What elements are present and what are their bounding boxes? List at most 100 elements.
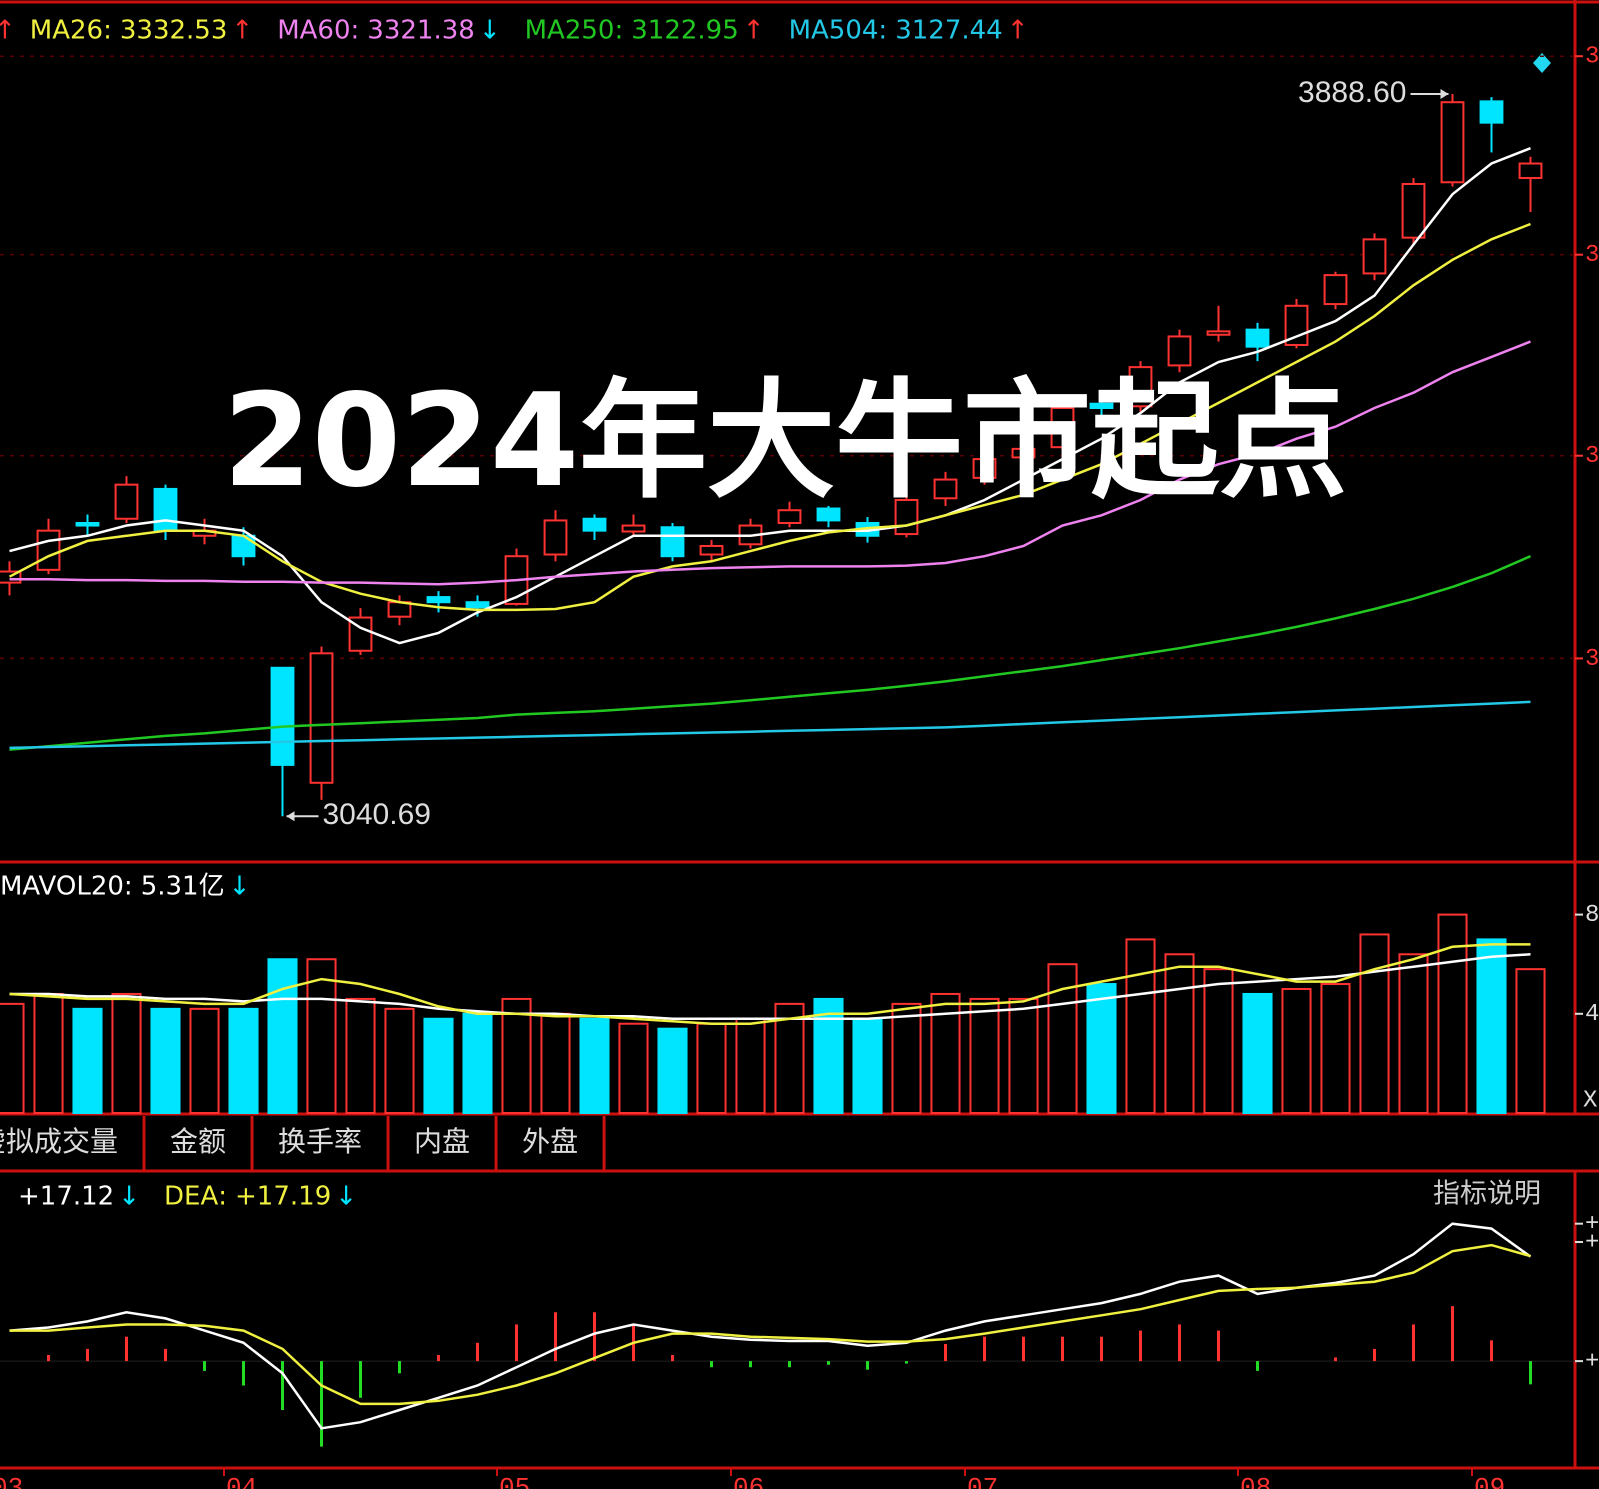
volume-bar	[1320, 983, 1351, 1114]
volume-bar	[501, 997, 532, 1114]
volume-bar	[33, 992, 64, 1115]
tab-label[interactable]: 金额	[170, 1125, 226, 1158]
candle-body	[114, 483, 139, 520]
volume-bar	[579, 1017, 610, 1115]
candle-body	[933, 478, 958, 500]
volume-bar	[852, 1017, 883, 1115]
volume-bar	[1281, 988, 1312, 1114]
legend-text: MA504	[789, 16, 879, 46]
legend-text: MA250	[525, 16, 615, 46]
tab-label[interactable]: 换手率	[278, 1125, 362, 1158]
legend-text: ↑	[743, 16, 765, 46]
ma-line	[9, 340, 1531, 586]
mavol-line	[9, 943, 1531, 1025]
candle-body	[1128, 366, 1153, 408]
x-tick-label: 08	[1240, 1473, 1271, 1489]
candle-body	[1245, 328, 1270, 348]
ma-line	[9, 147, 1531, 645]
volume-bar	[1437, 913, 1468, 1114]
candle-body	[465, 601, 490, 609]
volume-bar	[0, 1002, 25, 1115]
legend-text: :	[124, 872, 133, 902]
volume-bar	[1203, 968, 1234, 1114]
volume-bar	[1476, 938, 1507, 1115]
volume-bar	[1086, 983, 1117, 1114]
tab-label[interactable]: 虚拟成交量	[0, 1125, 118, 1158]
indicator-help[interactable]: 指标说明	[1433, 1179, 1541, 1210]
legend-text: ↓	[229, 872, 251, 902]
candle-body	[1440, 101, 1465, 184]
legend-text: +17.12	[18, 1182, 114, 1212]
price-annotation: 3888.60	[1298, 76, 1406, 109]
y-tick-label: +	[1585, 1229, 1599, 1256]
close-button[interactable]: X	[1583, 1087, 1597, 1114]
legend-text: MA60	[277, 16, 350, 46]
y-tick-label: +	[1585, 1211, 1599, 1238]
annotation-arrowhead	[1440, 89, 1449, 100]
legend-text: MA26	[30, 16, 103, 46]
volume-bar	[618, 1022, 649, 1114]
volume-bar	[150, 1007, 181, 1115]
candle-body	[1362, 238, 1387, 275]
volume-bar	[189, 1007, 220, 1115]
candle-body	[1401, 182, 1426, 239]
candle-body	[699, 544, 724, 556]
candle-body	[270, 666, 295, 766]
macd-line	[9, 1222, 1532, 1430]
volume-bar	[423, 1017, 454, 1115]
candle-body	[36, 529, 61, 571]
legend-text: DEA	[164, 1182, 218, 1212]
volume-bar	[1008, 997, 1039, 1114]
candle-body	[777, 509, 802, 524]
candle-body	[621, 524, 646, 533]
volume-bar	[267, 958, 298, 1114]
volume-bar	[1515, 968, 1546, 1114]
candle-body	[543, 519, 568, 556]
legend-text: 3321.38	[367, 16, 475, 46]
legend-text: +17.19	[235, 1182, 331, 1212]
ma-line	[8, 222, 1531, 612]
tab-label[interactable]: 外盘	[522, 1125, 578, 1158]
volume-bar	[72, 1007, 103, 1115]
candle-body	[660, 526, 685, 558]
x-tick-label: 05	[499, 1473, 530, 1489]
legend-text: 3127.44	[895, 16, 1003, 46]
legend-text: :	[218, 1182, 227, 1212]
legend-text: ↓	[118, 1182, 140, 1212]
volume-bar	[774, 1002, 805, 1115]
volume-bar	[696, 1022, 727, 1114]
overlay-title: 2024年大牛市起点	[223, 367, 1347, 516]
price-annotation: 3040.69	[323, 798, 431, 831]
volume-bar	[969, 997, 1000, 1114]
volume-bar	[1359, 933, 1390, 1114]
tab-label[interactable]: 内盘	[414, 1125, 470, 1158]
legend-text: 3122.95	[631, 16, 739, 46]
candle-body	[75, 521, 100, 527]
y-tick-label: 3	[1585, 646, 1599, 673]
mavol-line	[9, 953, 1531, 1021]
candle-body	[1167, 335, 1192, 367]
x-tick-label: 06	[733, 1473, 764, 1489]
volume-bar	[462, 1012, 493, 1114]
legend-text: ↓	[335, 1182, 357, 1212]
candle-body	[972, 458, 997, 479]
volume-bar	[1164, 953, 1195, 1115]
candle-body	[153, 487, 178, 532]
ma-line	[9, 555, 1531, 751]
candle-body	[309, 652, 334, 784]
candle-body	[816, 507, 841, 522]
volume-bar	[111, 992, 142, 1115]
legend-text: :	[878, 16, 887, 46]
legend-text: :	[614, 16, 623, 46]
candle-body	[1206, 330, 1231, 336]
macd-line	[9, 1243, 1531, 1406]
volume-bar	[1125, 938, 1156, 1115]
ma-line	[9, 700, 1531, 750]
candle-body	[1323, 274, 1348, 306]
x-tick-label: 03	[0, 1473, 23, 1489]
candle-body	[1518, 162, 1543, 180]
volume-bar	[657, 1027, 688, 1115]
diamond-marker	[1533, 53, 1551, 73]
volume-bar	[345, 997, 376, 1114]
